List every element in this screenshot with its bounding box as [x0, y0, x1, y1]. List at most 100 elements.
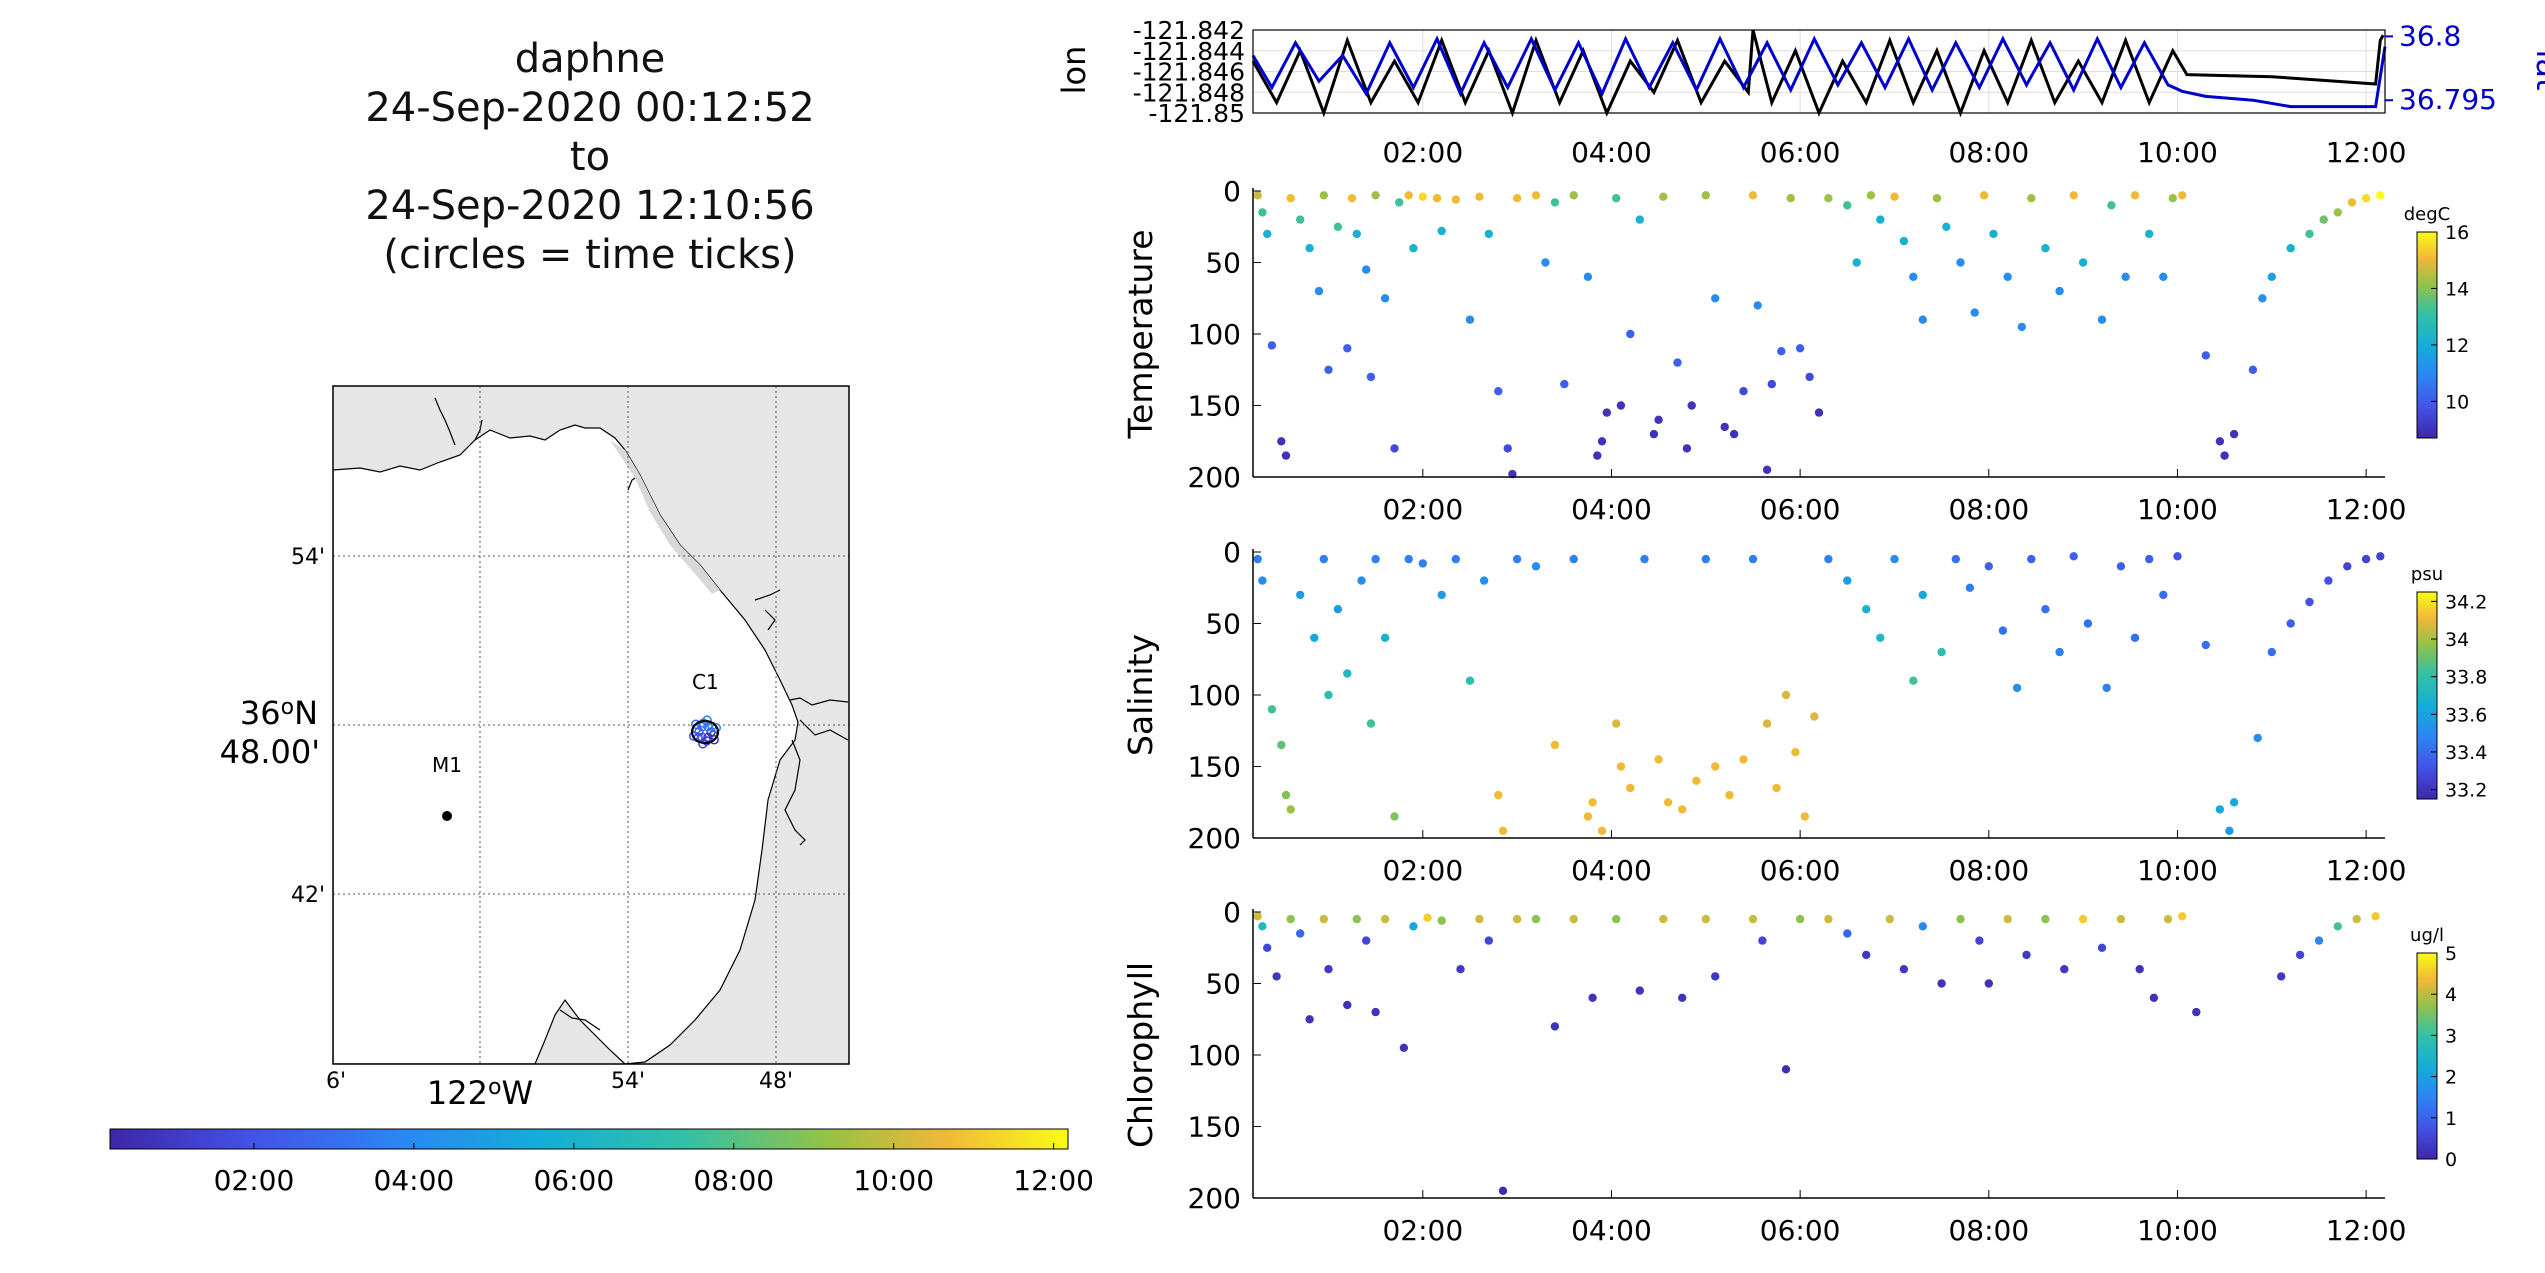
temperature-x-tick-label: 12:00	[2326, 493, 2407, 526]
lat-center-label: 36oN	[240, 694, 318, 732]
chlorophyll-x-tick-label: 10:00	[2137, 1214, 2218, 1247]
time-colorbar-tick-label: 06:00	[533, 1164, 614, 1197]
temperature-point	[1366, 372, 1376, 382]
salinity-point	[1862, 605, 1871, 614]
chlorophyll-y-tick-label: 150	[1188, 1111, 1241, 1144]
temperature-point	[1979, 191, 1989, 200]
chlorophyll-point	[1795, 914, 1805, 924]
time-colorbar: 02:00 04:00 06:00 08:00 10:00 12:00	[109, 1128, 1094, 1197]
time-colorbar-tick-label: 12:00	[1013, 1164, 1094, 1197]
temperature-point	[2055, 286, 2064, 296]
salinity-point	[1418, 559, 1428, 568]
chlorophyll-point	[2277, 972, 2286, 981]
temperature-point	[1899, 236, 1909, 246]
temperature-point	[1932, 194, 1942, 203]
temperature-point	[2305, 229, 2314, 239]
chlorophyll-colorbar-tick-label: 1	[2445, 1108, 2457, 1130]
salinity-point	[1286, 805, 1295, 814]
temperature-point	[2003, 272, 2012, 281]
time-colorbar-gradient	[109, 1128, 1069, 1150]
salinity-point	[1772, 783, 1781, 793]
salinity-colorbar-tick-label: 33.4	[2445, 742, 2487, 764]
time-colorbar-tick-label: 04:00	[374, 1164, 455, 1197]
salinity-point	[1333, 605, 1343, 614]
chlorophyll-y-tick-label: 100	[1188, 1039, 1241, 1072]
salinity-x-tick-label: 08:00	[1948, 854, 2029, 887]
temperature-point	[2229, 429, 2239, 439]
salinity-point	[1258, 576, 1267, 585]
chlorophyll-y-tick-label: 200	[1188, 1182, 1241, 1215]
temperature-point	[1465, 315, 1475, 324]
salinity-point	[2130, 633, 2140, 642]
salinity-colorbar-tick-label: 34.2	[2445, 591, 2487, 613]
temperature-point	[1380, 294, 1390, 303]
salinity-point	[1998, 626, 2008, 635]
salinity-colorbar-tick-label: 33.2	[2445, 780, 2487, 802]
map-water	[333, 424, 799, 1064]
chlorophyll-point	[2116, 914, 2126, 924]
temperature-point	[1352, 229, 1362, 239]
temperature-point	[1531, 191, 1541, 200]
chlorophyll-x-tick-label: 04:00	[1571, 1214, 1652, 1247]
temperature-point	[2347, 198, 2357, 207]
salinity-x-tick-label: 02:00	[1382, 854, 1463, 887]
temperature-point	[1409, 244, 1418, 253]
salinity-point	[2343, 562, 2352, 571]
station-m1-label: M1	[432, 753, 462, 777]
temperature-point	[2319, 215, 2328, 224]
chlorophyll-point	[1612, 914, 1621, 924]
temperature-point	[1918, 315, 1928, 324]
chlorophyll-point	[2078, 914, 2088, 924]
temperature-point	[1970, 308, 1979, 317]
temperature-point	[1729, 429, 1739, 439]
salinity-point	[1390, 812, 1399, 821]
temperature-point	[2361, 194, 2371, 203]
navigation-plot: -121.842-121.844-121.846-121.848-121.85 3…	[1055, 16, 2545, 169]
lon-tick-48: 48'	[759, 1069, 793, 1094]
salinity-point	[2145, 554, 2154, 564]
chlorophyll-point	[1475, 914, 1484, 924]
salinity-point	[1918, 590, 1928, 600]
salinity-x-tick-label: 12:00	[2326, 854, 2407, 887]
salinity-point	[2229, 798, 2239, 807]
nav-time-tick-label: 10:00	[2137, 136, 2218, 169]
map-frame	[332, 385, 850, 1065]
chlorophyll-point	[1885, 914, 1895, 924]
temperature-point	[1654, 415, 1663, 424]
salinity-point	[1781, 690, 1791, 700]
nav-time-tick-label: 06:00	[1760, 136, 1841, 169]
temperature-point	[1682, 444, 1692, 453]
temperature-point	[1876, 215, 1885, 224]
salinity-point	[2083, 619, 2093, 628]
temperature-point	[1343, 344, 1352, 353]
temperature-point	[2078, 258, 2088, 267]
chlorophyll-point	[1272, 972, 1281, 981]
salinity-point	[2376, 552, 2385, 561]
temperature-colorbar-tick-label: 10	[2445, 391, 2469, 413]
temperature-point	[1432, 194, 1442, 203]
temperature-point	[1890, 192, 1899, 201]
temperature-point	[1560, 379, 1569, 389]
chlorophyll-colorbar-tick-label: 5	[2445, 943, 2457, 965]
salinity-point	[2102, 683, 2111, 693]
temperature-point	[1687, 401, 1696, 410]
chlorophyll-point	[1409, 922, 1418, 931]
temperature-point	[1508, 469, 1517, 479]
chlorophyll-point	[2060, 965, 2069, 974]
temperature-point	[2027, 194, 2036, 203]
temperature-axis-label: Temperature	[1121, 229, 1160, 439]
temperature-x-tick-label: 08:00	[1948, 493, 2029, 526]
temperature-colorbar-tick-label: 14	[2445, 278, 2469, 300]
temperature-point	[2220, 451, 2229, 460]
temperature-point	[1909, 272, 1918, 281]
chlorophyll-point	[1659, 914, 1668, 924]
lat-tick-54: 54'	[291, 545, 325, 570]
salinity-point	[1371, 554, 1380, 564]
chlorophyll-point	[1380, 914, 1390, 924]
salinity-point	[1357, 576, 1366, 585]
chlorophyll-point	[1512, 914, 1522, 924]
chlorophyll-point	[1569, 914, 1578, 924]
temperature-point	[1824, 194, 1833, 203]
temperature-point	[1616, 401, 1626, 410]
